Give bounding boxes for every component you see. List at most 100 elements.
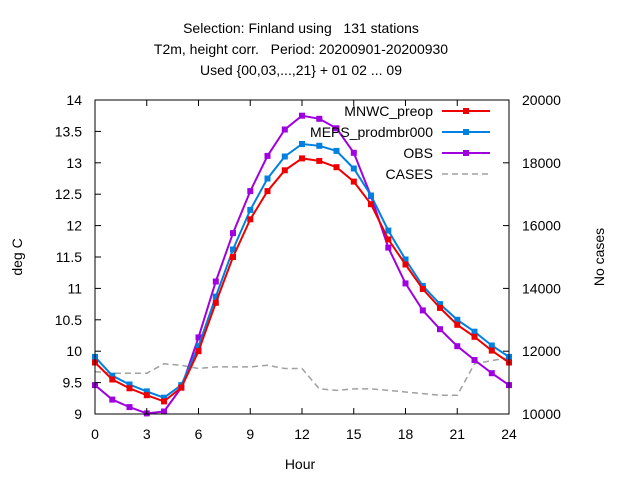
data-point-meps-prodmbr000 bbox=[247, 206, 254, 213]
y-axis-label: deg C bbox=[9, 238, 25, 275]
y-tick-label: 11.5 bbox=[56, 249, 82, 265]
data-point-obs bbox=[299, 112, 305, 119]
y2-tick-label: 18000 bbox=[522, 155, 561, 171]
y-tick-label: 13.5 bbox=[55, 123, 82, 139]
data-point-mnwc-preop bbox=[161, 398, 167, 405]
data-point-obs bbox=[350, 149, 357, 156]
data-point-meps-prodmbr000 bbox=[212, 293, 219, 300]
legend-label: MEPS_prodmbr000 bbox=[310, 124, 433, 140]
x-tick-label: 24 bbox=[501, 426, 517, 442]
data-point-mnwc-preop bbox=[385, 236, 392, 243]
data-point-mnwc-preop bbox=[247, 216, 254, 223]
data-point-mnwc-preop bbox=[471, 333, 478, 340]
y2-tick-label: 12000 bbox=[522, 343, 561, 359]
data-point-mnwc-preop bbox=[454, 321, 461, 328]
data-point-mnwc-preop bbox=[178, 384, 185, 391]
y2-tick-label: 20000 bbox=[522, 92, 561, 108]
data-point-obs bbox=[419, 307, 426, 314]
y-tick-label: 10.5 bbox=[55, 312, 82, 328]
data-point-mnwc-preop bbox=[230, 254, 236, 260]
data-point-obs bbox=[247, 188, 254, 195]
data-point-mnwc-preop bbox=[109, 376, 116, 383]
data-point-meps-prodmbr000 bbox=[419, 282, 426, 289]
y-tick-label: 13 bbox=[66, 155, 82, 171]
x-tick-label: 9 bbox=[246, 426, 254, 442]
series-line-meps-prodmbr000 bbox=[94, 142, 510, 399]
chart-title-line-2: T2m, height corr. Period: 20200901-20200… bbox=[153, 41, 449, 57]
data-point-obs bbox=[385, 244, 392, 251]
data-point-obs bbox=[230, 230, 236, 237]
data-point-obs bbox=[264, 152, 271, 159]
x-tick-label: 15 bbox=[346, 426, 362, 442]
data-point-meps-prodmbr000 bbox=[471, 328, 478, 335]
data-point-meps-prodmbr000 bbox=[333, 147, 340, 154]
x-tick-label: 0 bbox=[91, 426, 99, 442]
data-point-mnwc-preop bbox=[195, 348, 202, 355]
data-point-obs bbox=[471, 357, 478, 363]
data-point-obs bbox=[109, 396, 116, 403]
y-tick-label: 14 bbox=[66, 92, 82, 108]
legend-label: MNWC_preop bbox=[344, 103, 433, 119]
data-point-mnwc-preop bbox=[143, 392, 150, 399]
y2-axis-ticks: 10000 12000 14000 16000 18000 20000 bbox=[503, 92, 561, 422]
series-line-mnwc-preop bbox=[94, 157, 510, 403]
data-point-meps-prodmbr000 bbox=[454, 316, 461, 323]
data-point-meps-prodmbr000 bbox=[230, 246, 236, 253]
data-point-mnwc-preop bbox=[299, 155, 305, 162]
x-tick-label: 6 bbox=[195, 426, 203, 442]
data-point-meps-prodmbr000 bbox=[264, 175, 271, 182]
data-point-mnwc-preop bbox=[212, 299, 219, 306]
data-point-obs bbox=[281, 126, 288, 133]
data-point-meps-prodmbr000 bbox=[299, 141, 305, 147]
data-point-obs bbox=[488, 370, 495, 377]
y2-axis-label: No cases bbox=[591, 228, 607, 286]
x-tick-label: 21 bbox=[449, 426, 465, 442]
legend-label: CASES bbox=[386, 166, 433, 182]
data-point-obs bbox=[437, 326, 443, 333]
data-point-obs bbox=[454, 343, 461, 350]
data-point-mnwc-preop bbox=[316, 157, 323, 164]
x-tick-label: 3 bbox=[143, 426, 151, 442]
data-point-meps-prodmbr000 bbox=[385, 227, 392, 234]
x-tick-label: 12 bbox=[294, 426, 310, 442]
data-point-meps-prodmbr000 bbox=[437, 301, 443, 308]
y-tick-label: 9.5 bbox=[63, 375, 83, 391]
data-point-meps-prodmbr000 bbox=[488, 342, 495, 349]
y-tick-label: 9 bbox=[74, 406, 82, 422]
y2-tick-label: 16000 bbox=[522, 218, 561, 234]
data-point-meps-prodmbr000 bbox=[109, 372, 116, 379]
data-point-mnwc-preop bbox=[264, 188, 271, 195]
data-point-obs bbox=[195, 334, 202, 341]
data-point-obs bbox=[333, 125, 340, 132]
legend-label: OBS bbox=[403, 145, 433, 161]
data-point-meps-prodmbr000 bbox=[316, 142, 323, 149]
chart-title-line-1: Selection: Finland using 131 stations bbox=[183, 20, 419, 36]
data-point-meps-prodmbr000 bbox=[350, 165, 357, 172]
y2-tick-label: 14000 bbox=[522, 280, 561, 296]
data-point-obs bbox=[316, 115, 323, 122]
y-tick-label: 11 bbox=[67, 280, 82, 296]
data-point-mnwc-preop bbox=[126, 385, 133, 392]
legend-swatch-marker bbox=[463, 150, 469, 156]
data-point-meps-prodmbr000 bbox=[402, 256, 409, 263]
data-point-obs bbox=[212, 278, 219, 285]
series-line-cases bbox=[94, 356, 510, 396]
data-point-mnwc-preop bbox=[488, 347, 495, 354]
data-point-mnwc-preop bbox=[333, 164, 340, 171]
legend: MNWC_preop MEPS_prodmbr000 OBS CASES bbox=[310, 103, 490, 182]
data-point-meps-prodmbr000 bbox=[161, 394, 167, 401]
y2-tick-label: 10000 bbox=[522, 406, 561, 422]
data-point-obs bbox=[126, 404, 133, 411]
data-point-mnwc-preop bbox=[437, 304, 443, 311]
data-point-obs bbox=[402, 280, 409, 287]
data-point-mnwc-preop bbox=[281, 167, 288, 174]
data-point-meps-prodmbr000 bbox=[143, 388, 150, 395]
legend-swatch-marker bbox=[463, 108, 469, 114]
data-point-mnwc-preop bbox=[402, 261, 409, 268]
data-point-meps-prodmbr000 bbox=[195, 343, 202, 350]
y-tick-label: 12.5 bbox=[55, 186, 82, 202]
data-point-meps-prodmbr000 bbox=[368, 192, 374, 199]
data-point-mnwc-preop bbox=[350, 178, 357, 185]
data-point-obs bbox=[161, 408, 167, 415]
chart-marks bbox=[92, 112, 512, 417]
